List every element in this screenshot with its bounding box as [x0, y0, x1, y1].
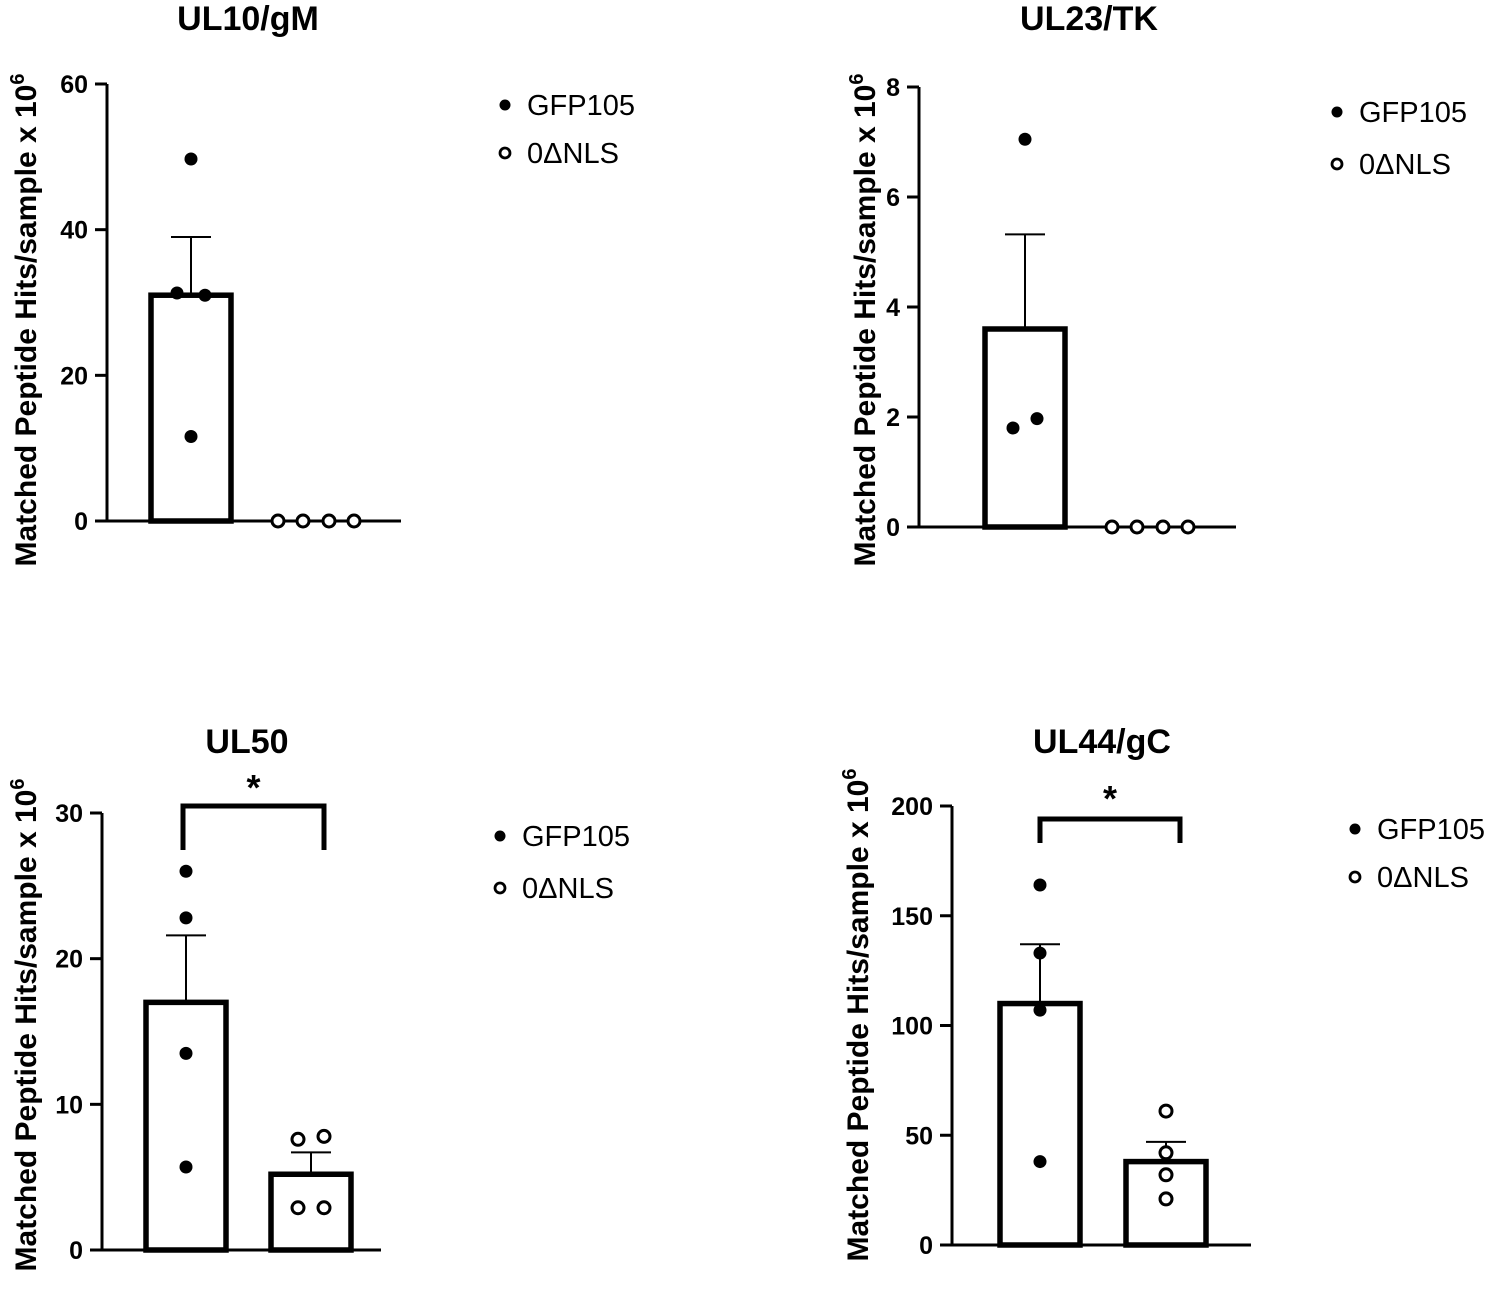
data-point: [198, 288, 212, 302]
y-tick-label: 60: [60, 71, 88, 99]
data-point: [1158, 1103, 1174, 1119]
y-axis-label: Matched Peptide Hits/sample x 106: [839, 769, 875, 1262]
y-tick-label: 0: [886, 514, 900, 542]
significance-marker: *: [1103, 778, 1117, 819]
data-point: [179, 1046, 193, 1060]
data-point: [184, 152, 198, 166]
data-point: [1018, 132, 1032, 146]
legend-marker-open: [498, 146, 512, 160]
bar-gfp105: [982, 326, 1068, 530]
y-axis-label: Matched Peptide Hits/sample x 106: [846, 74, 882, 567]
chart-title: UL50: [205, 723, 288, 761]
data-point: [1033, 946, 1047, 960]
legend-marker-filled: [1349, 823, 1361, 835]
legend-marker-filled: [499, 99, 511, 111]
legend-label: 0ΔNLS: [1359, 149, 1451, 181]
data-point: [179, 911, 193, 925]
legend-label: GFP105: [1359, 97, 1467, 129]
chart-panel-3: UL50 Matched Peptide Hits/sample x 106 0 10…: [7, 723, 630, 1271]
y-tick-label: 6: [886, 184, 900, 212]
y-tick-label: 4: [886, 294, 900, 322]
bar-delta-nls: [1123, 1158, 1209, 1248]
data-point: [1180, 519, 1196, 535]
chart-title: UL44/gC: [1033, 723, 1171, 761]
y-tick-label: 200: [891, 793, 933, 821]
data-point: [321, 513, 337, 529]
y-axis-label: Matched Peptide Hits/sample x 106: [7, 779, 43, 1272]
y-axis-label: Matched Peptide Hits/sample x 106: [7, 74, 43, 567]
chart-panel-2: UL23/TK Matched Peptide Hits/sample x 106…: [846, 0, 1467, 566]
legend-marker-open: [493, 881, 507, 895]
data-point: [1030, 412, 1044, 426]
data-point: [1006, 421, 1020, 435]
legend-marker-open: [1348, 870, 1362, 884]
data-point: [346, 513, 362, 529]
data-point: [1155, 519, 1171, 535]
significance-bracket: [180, 803, 327, 850]
data-point: [295, 513, 311, 529]
chart-panel-4: UL44/gC Matched Peptide Hits/sample x 106…: [839, 723, 1485, 1261]
data-point: [1158, 1191, 1174, 1207]
y-tick-label: 2: [886, 404, 900, 432]
legend-label: GFP105: [527, 90, 635, 122]
significance-bracket: [1037, 816, 1183, 843]
y-tick-label: 0: [74, 508, 88, 536]
data-point: [179, 864, 193, 878]
y-axis-label-text: Matched Peptide Hits/sample x 10: [10, 85, 43, 567]
y-tick-label: 8: [886, 74, 900, 102]
data-point: [179, 1160, 193, 1174]
data-point: [1033, 1003, 1047, 1017]
y-tick-label: 50: [905, 1122, 933, 1150]
y-tick-label: 0: [919, 1232, 933, 1260]
data-point: [1033, 1155, 1047, 1169]
y-axis-label-exponent: 6: [839, 769, 861, 780]
data-point: [316, 1128, 332, 1144]
y-axis-label-exponent: 6: [7, 74, 29, 85]
legend-label: GFP105: [1377, 814, 1485, 846]
y-tick-label: 100: [891, 1013, 933, 1041]
y-axis-label-text: Matched Peptide Hits/sample x 10: [10, 790, 43, 1272]
y-axis-label-exponent: 6: [846, 74, 868, 85]
data-point: [1033, 878, 1047, 892]
legend-marker-filled: [1331, 106, 1343, 118]
significance-marker: *: [246, 767, 260, 808]
y-tick-label: 0: [69, 1237, 83, 1265]
y-tick-label: 30: [55, 800, 83, 828]
data-point: [290, 1200, 306, 1216]
y-tick-label: 20: [55, 946, 83, 974]
legend-marker-filled: [494, 830, 506, 842]
data-point: [316, 1200, 332, 1216]
y-axis-label-text: Matched Peptide Hits/sample x 10: [849, 85, 882, 567]
y-tick-label: 40: [60, 217, 88, 245]
data-point: [1158, 1167, 1174, 1183]
data-point: [270, 513, 286, 529]
y-tick-label: 10: [55, 1091, 83, 1119]
bar-gfp105: [148, 292, 234, 524]
bar-delta-nls: [268, 1171, 354, 1253]
legend-label: GFP105: [522, 821, 630, 853]
legend-label: 0ΔNLS: [522, 873, 614, 905]
bar-gfp105: [143, 999, 229, 1253]
bar-gfp105: [997, 1000, 1083, 1248]
y-tick-label: 20: [60, 362, 88, 390]
chart-title: UL23/TK: [1020, 0, 1158, 38]
data-point: [290, 1131, 306, 1147]
chart-title: UL10/gM: [177, 0, 319, 38]
y-axis-label-text: Matched Peptide Hits/sample x 10: [842, 780, 875, 1262]
data-point: [184, 430, 198, 444]
legend-label: 0ΔNLS: [1377, 862, 1469, 894]
y-tick-label: 150: [891, 903, 933, 931]
data-point: [170, 286, 184, 300]
data-point: [1129, 519, 1145, 535]
data-point: [1104, 519, 1120, 535]
y-axis-label-exponent: 6: [7, 779, 29, 790]
data-point: [1158, 1145, 1174, 1161]
legend-label: 0ΔNLS: [527, 138, 619, 170]
legend-marker-open: [1330, 157, 1344, 171]
